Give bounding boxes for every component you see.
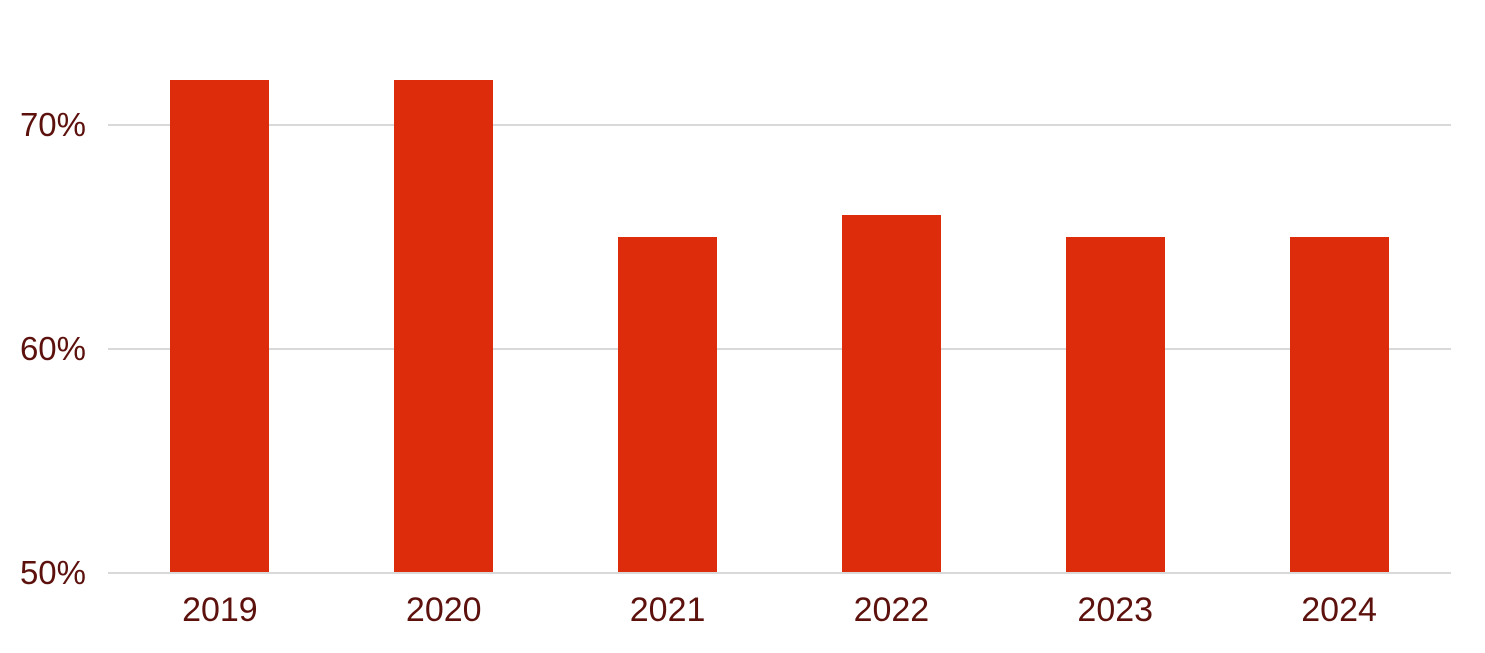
bar-2021 [618,237,718,573]
y-tick-label-50: 50% [19,554,86,591]
x-tick-label-2022: 2022 [853,591,930,629]
gridline-60 [108,348,1451,350]
x-tick-label-2024: 2024 [1301,591,1377,629]
x-tick-label-2019: 2019 [182,591,258,629]
bar-2020 [394,80,494,573]
bar-2022 [841,214,941,573]
x-tick-label-2020: 2020 [405,591,482,629]
y-tick-label-70: 70% [19,106,86,143]
bar-2019 [170,80,270,573]
bar-2024 [1289,237,1389,573]
y-tick-label-60: 60% [19,330,86,367]
gridline-70 [108,124,1451,126]
bar-2023 [1065,237,1165,573]
x-tick-label-2023: 2023 [1077,591,1154,629]
x-tick-label-2021: 2021 [629,591,706,629]
plot-area [108,0,1451,574]
gridline-50 [108,572,1451,574]
